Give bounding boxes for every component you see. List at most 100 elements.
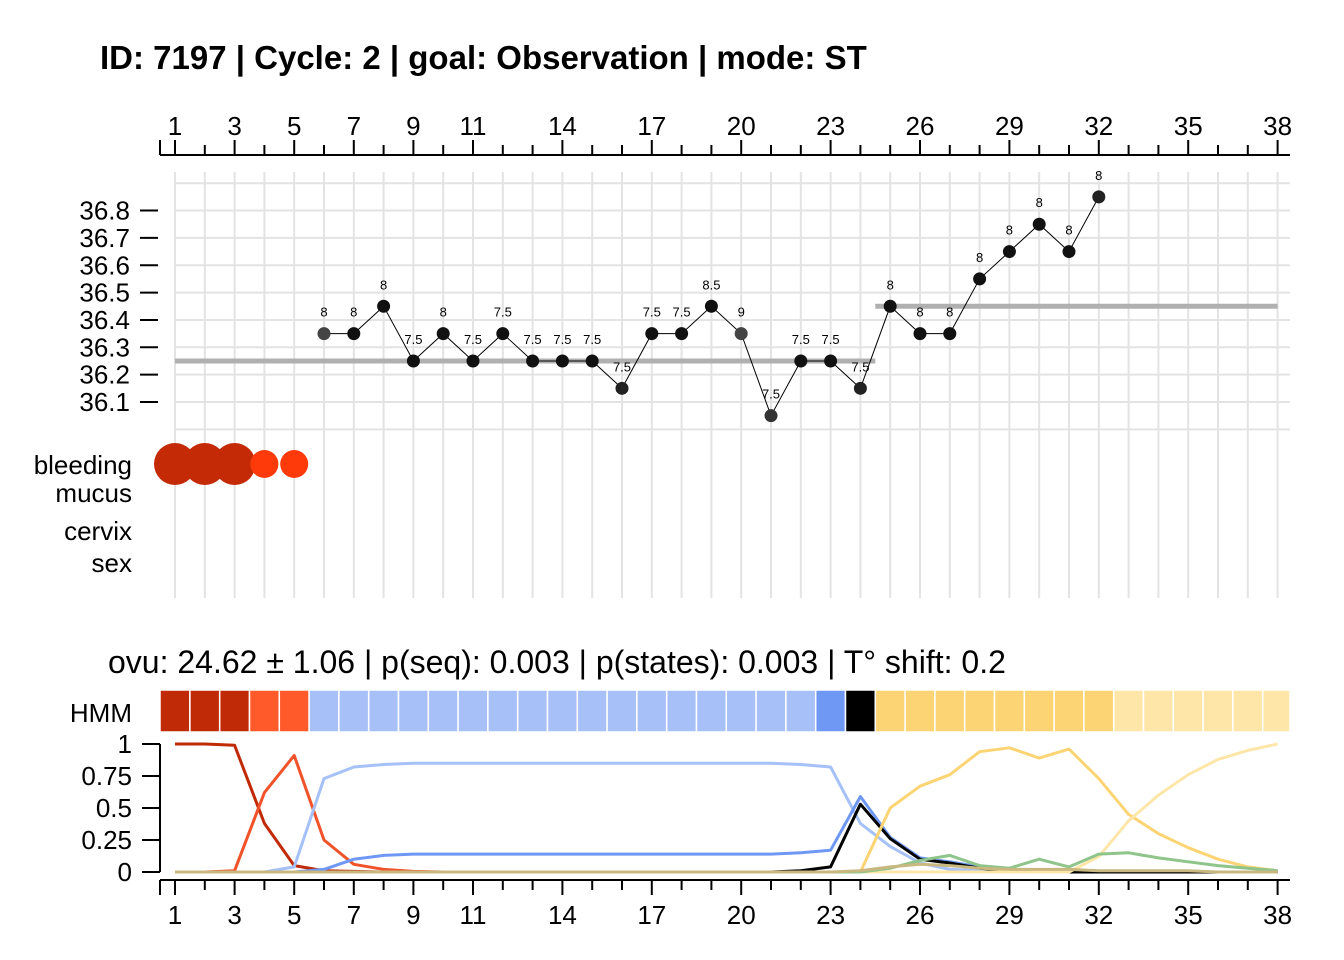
temperature-point — [913, 327, 927, 341]
grid — [174, 172, 1290, 598]
hmm-state-strip: HMM — [70, 689, 1291, 733]
temp-axis-tick-label: 36.7 — [79, 223, 130, 253]
temperature-point — [615, 381, 629, 395]
temperature-point — [734, 327, 748, 341]
prob-axis-tick-label: 0 — [118, 857, 132, 887]
temperature-point-label: 8 — [1036, 195, 1043, 210]
hmm-state-cell — [963, 689, 996, 733]
hmm-state-cell — [1053, 689, 1085, 733]
hmm-state-cell — [189, 689, 221, 733]
hmm-state-cell — [725, 689, 757, 733]
state-probability-line — [175, 862, 1278, 874]
summary-line: ovu: 24.62 ± 1.06 | p(seq): 0.003 | p(st… — [108, 644, 1006, 680]
temperature-point-label: 7.5 — [762, 387, 780, 402]
bottom-axis-tick-label: 3 — [227, 900, 241, 930]
temperature-point — [585, 354, 599, 368]
temperature-point — [824, 354, 838, 368]
temperature-point-label: 9 — [738, 305, 745, 320]
prob-axis-tick-label: 0.25 — [81, 825, 132, 855]
state-probability-line — [175, 795, 1278, 874]
hmm-state-cell — [904, 689, 936, 733]
hmm-state-cell — [248, 689, 281, 733]
bottom-axis-tick-label: 7 — [347, 900, 361, 930]
temperature-point — [466, 354, 480, 368]
symptom-markers — [154, 443, 309, 485]
top-axis-tick-label: 5 — [287, 111, 301, 141]
temperature-point-label: 8 — [1006, 223, 1013, 238]
temperature-point-label: 8 — [440, 305, 447, 320]
hmm-state-cell — [1232, 689, 1264, 733]
hmm-state-cell — [427, 689, 459, 733]
bottom-axis-tick-label: 20 — [727, 900, 756, 930]
temperature-point-label: 7.5 — [792, 332, 810, 347]
bleeding-marker — [183, 443, 226, 485]
symptom-row-label: sex — [92, 548, 132, 578]
temperature-point-label: 7.5 — [673, 305, 691, 320]
temperature-point-label: 8 — [380, 277, 387, 292]
top-axis-tick-label: 9 — [406, 111, 420, 141]
temperature-point-label: 8 — [350, 305, 357, 320]
top-axis-tick-label: 3 — [227, 111, 241, 141]
temp-axis-tick-label: 36.2 — [79, 360, 130, 390]
temperature-point-label: 8 — [916, 305, 923, 320]
temperature-point-label: 7.5 — [553, 332, 571, 347]
bottom-axis-tick-label: 9 — [406, 900, 420, 930]
prob-axis-tick-label: 1 — [118, 729, 132, 759]
hmm-state-cell — [1023, 689, 1055, 733]
top-axis-tick-label: 1 — [168, 111, 182, 141]
temperature-points: 8 8 8 7.5 8 7.5 7.5 7.5 7.5 7.5 7.5 7.5 7.5 8.5 9 7.5 7.… — [317, 168, 1106, 423]
hmm-state-cell — [397, 689, 430, 733]
temperature-point — [794, 354, 808, 368]
temperature-point-label: 7.5 — [464, 332, 482, 347]
top-axis-tick-label: 17 — [637, 111, 666, 141]
hmm-state-cell — [487, 689, 519, 733]
hmm-state-cell — [844, 689, 877, 733]
prob-axis-tick-label: 0.75 — [81, 761, 132, 791]
bleeding-marker — [280, 450, 309, 478]
temperature-point-label: 8.5 — [702, 277, 720, 292]
temperature-point-label: 7.5 — [583, 332, 601, 347]
top-axis-tick-label: 20 — [727, 111, 756, 141]
temperature-point — [436, 327, 450, 341]
hmm-state-cell — [278, 689, 310, 733]
temperature-point — [973, 272, 987, 286]
hmm-state-cell — [159, 689, 191, 733]
temperature-y-axis: 36.836.736.636.536.436.336.236.1 — [79, 196, 158, 417]
temperature-point — [406, 354, 420, 368]
temperature-point-label: 7.5 — [613, 359, 631, 374]
hmm-state-cell — [934, 689, 966, 733]
hmm-state-cell — [636, 689, 668, 733]
temp-axis-tick-label: 36.3 — [79, 332, 130, 362]
temperature-point-label: 8 — [946, 305, 953, 320]
top-axis-tick-label: 32 — [1084, 111, 1113, 141]
temperature-point-label: 8 — [976, 250, 983, 265]
top-axis-tick-label: 14 — [548, 111, 577, 141]
probability-lines — [175, 742, 1278, 874]
hmm-state-cell — [1261, 689, 1291, 733]
temp-axis-tick-label: 36.6 — [79, 250, 130, 280]
hmm-state-cell — [457, 689, 489, 733]
temperature-point — [853, 381, 867, 395]
top-axis-tick-label: 29 — [995, 111, 1024, 141]
bleeding-marker — [154, 443, 196, 485]
hmm-state-cell — [665, 689, 698, 733]
hmm-state-cell — [1172, 689, 1204, 733]
temperature-point — [1062, 245, 1076, 259]
bottom-axis-tick-label: 11 — [460, 900, 487, 930]
temp-axis-tick-label: 36.8 — [79, 196, 130, 226]
temperature-point — [675, 327, 689, 341]
temperature-point-label: 8 — [1065, 223, 1072, 238]
hmm-state-cell — [516, 689, 549, 733]
temperature-point — [764, 409, 778, 423]
hmm-state-cell — [993, 689, 1026, 733]
temperature-point — [1032, 217, 1046, 231]
temperature-point-label: 7.5 — [851, 359, 869, 374]
temperature-point — [555, 354, 569, 368]
symptom-row-label: bleeding — [34, 450, 132, 480]
hmm-state-cell — [1202, 689, 1234, 733]
hmm-row-label: HMM — [70, 698, 132, 728]
temperature-point — [1002, 245, 1016, 259]
temperature-point — [496, 327, 510, 341]
temperature-point — [883, 299, 897, 313]
